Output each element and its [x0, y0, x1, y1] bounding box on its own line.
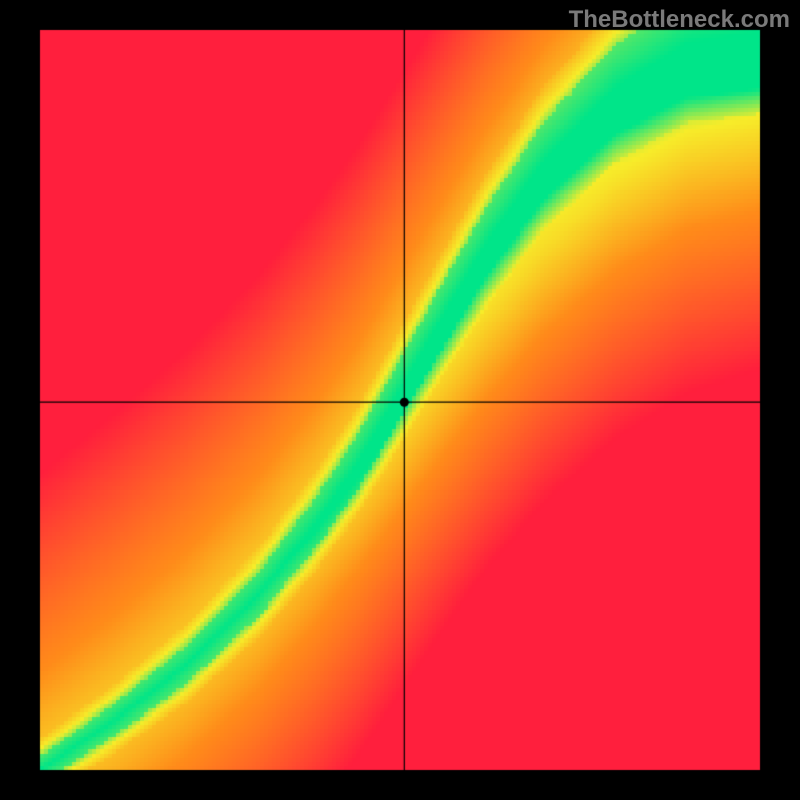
- watermark-text: TheBottleneck.com: [569, 6, 790, 34]
- bottleneck-heatmap: [0, 0, 800, 800]
